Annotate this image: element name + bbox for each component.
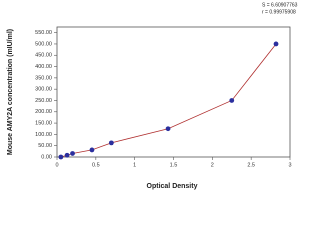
chart: Optical Density Mouse AMY2A concentratio… bbox=[7, 2, 298, 190]
y-tick-label: 200.00 bbox=[35, 109, 52, 115]
y-axis-title: Mouse AMY2A concentration (mIU/ml) bbox=[7, 29, 14, 155]
point bbox=[89, 147, 95, 153]
point bbox=[273, 41, 279, 47]
y-tick-label: 150.00 bbox=[35, 121, 52, 127]
y-tick-label: 0.00 bbox=[41, 154, 52, 160]
x-tick-label: 0 bbox=[55, 162, 58, 168]
annotation: S = 6.60907763 bbox=[262, 2, 298, 8]
y-tick-label: 550.00 bbox=[35, 30, 52, 36]
plot-frame bbox=[56, 26, 291, 158]
point bbox=[165, 126, 171, 132]
y-tick-label: 100.00 bbox=[35, 132, 52, 138]
y-tick-label: 450.00 bbox=[35, 53, 52, 59]
y-tick-label: 250.00 bbox=[35, 98, 52, 104]
point bbox=[58, 154, 64, 160]
fit-curve bbox=[60, 43, 277, 158]
x-axis-title: Optical Density bbox=[147, 183, 198, 190]
x-tick-label: 0.5 bbox=[92, 162, 100, 168]
point bbox=[64, 152, 70, 158]
x-tick-label: 2 bbox=[211, 162, 214, 168]
point bbox=[70, 151, 75, 156]
x-tick-label: 2.5 bbox=[247, 162, 255, 168]
y-tick-label: 350.00 bbox=[35, 75, 52, 81]
x-tick-label: 1.5 bbox=[170, 162, 178, 168]
y-tick-label: 300.00 bbox=[35, 87, 52, 93]
point bbox=[108, 140, 114, 146]
point bbox=[229, 98, 235, 103]
y-tick-label: 400.00 bbox=[35, 64, 52, 70]
x-tick-label: 1 bbox=[133, 162, 136, 168]
x-tick-label: 3 bbox=[288, 162, 291, 168]
annotation: r = 0.99975908 bbox=[262, 9, 296, 15]
y-tick-label: 50.00 bbox=[38, 143, 52, 149]
y-tick-label: 500.00 bbox=[35, 41, 52, 47]
